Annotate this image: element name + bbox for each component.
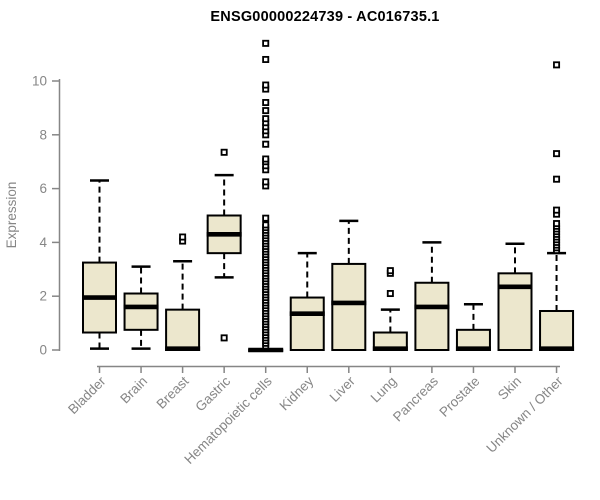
outlier-point xyxy=(262,81,270,89)
y-tick-label: 10 xyxy=(32,74,47,89)
outlier-point xyxy=(386,267,394,275)
box-kidney xyxy=(289,251,325,352)
outlier-point xyxy=(553,220,561,228)
outlier-point xyxy=(553,175,561,183)
y-tick-label: 6 xyxy=(39,181,47,196)
x-tick-label: Breast xyxy=(154,373,192,411)
box-prostate xyxy=(455,303,491,352)
outlier-point xyxy=(262,55,270,63)
box-gastric xyxy=(206,148,242,342)
y-tick-label: 0 xyxy=(39,343,47,358)
outlier-point xyxy=(262,99,270,107)
x-tick-label: Brain xyxy=(117,374,150,407)
outlier-point xyxy=(386,290,394,298)
x-tick-label: Pancreas xyxy=(390,373,441,424)
box-skin xyxy=(497,242,533,351)
outlier-point xyxy=(262,214,270,222)
outlier-point xyxy=(262,140,270,148)
box-breast xyxy=(165,233,201,351)
box-brain xyxy=(123,265,159,350)
outlier-point xyxy=(553,150,561,158)
x-tick-label: Unknown / Other xyxy=(483,373,566,456)
y-axis: 0 2 4 6 8 10 Expression xyxy=(4,74,61,358)
outlier-point xyxy=(220,334,228,342)
box-pancreas xyxy=(414,241,450,351)
x-tick-label: Bladder xyxy=(65,373,109,417)
y-tick-label: 2 xyxy=(39,289,47,304)
outlier-point xyxy=(262,178,270,186)
x-tick-label: Kidney xyxy=(277,373,317,413)
x-tick-label: Lung xyxy=(368,374,400,406)
outlier-point xyxy=(553,206,561,214)
outlier-point xyxy=(262,39,270,47)
x-tick-label: Prostate xyxy=(436,374,482,420)
y-tick-label: 4 xyxy=(39,235,47,250)
outlier-point xyxy=(262,107,270,115)
y-tick-label: 8 xyxy=(39,127,47,142)
outlier-point xyxy=(262,115,270,123)
box-lung xyxy=(372,267,408,352)
chart-title: ENSG00000224739 - AC016735.1 xyxy=(210,9,440,25)
outlier-point xyxy=(262,155,270,163)
y-axis-title: Expression xyxy=(4,182,19,249)
outlier-point xyxy=(553,61,561,69)
box-hematopoietic-cells xyxy=(248,39,284,353)
x-tick-label: Liver xyxy=(327,373,359,405)
box-unknown-other xyxy=(539,61,575,351)
x-tick-label: Skin xyxy=(495,374,524,403)
outlier-point xyxy=(179,233,187,241)
box-bladder xyxy=(82,179,117,350)
x-tick-label: Gastric xyxy=(192,373,233,414)
outlier-point xyxy=(262,221,270,229)
outlier-point xyxy=(220,148,228,156)
box-liver xyxy=(331,219,367,352)
